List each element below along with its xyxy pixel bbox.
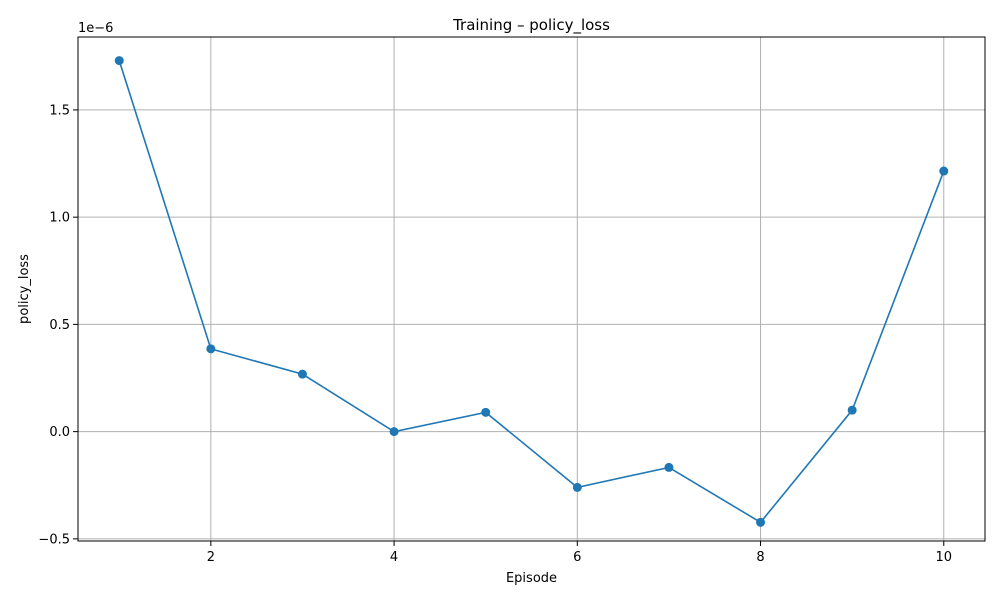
data-point <box>297 369 307 379</box>
x-tick-label: 2 <box>207 550 215 565</box>
data-point <box>572 482 582 492</box>
series-line <box>118 60 945 524</box>
data-point <box>389 427 399 437</box>
data-point <box>481 407 491 417</box>
y-multiplier-label: 1e−6 <box>78 21 113 36</box>
x-tick-label: 6 <box>573 550 581 565</box>
y-tick-label: 0.0 <box>49 425 70 440</box>
y-tick-label: 1.0 <box>49 211 70 226</box>
data-point <box>206 344 216 354</box>
data-point <box>664 462 674 472</box>
y-axis-label: policy_loss <box>17 254 32 324</box>
y-tick-label: 1.5 <box>49 103 70 118</box>
series-layer <box>114 56 949 527</box>
x-axis: 2 4 6 8 10 <box>207 541 952 565</box>
x-tick-label: 4 <box>390 550 398 565</box>
plot-frame <box>77 36 986 542</box>
data-point <box>939 166 949 176</box>
y-tick-label: 0.5 <box>49 318 70 333</box>
data-point <box>756 517 766 527</box>
x-axis-label: Episode <box>506 571 557 586</box>
x-tick-label: 8 <box>756 550 764 565</box>
data-point <box>114 56 124 66</box>
y-tick-label: −0.5 <box>38 532 70 547</box>
data-point <box>847 405 857 415</box>
grid <box>78 37 985 541</box>
x-tick-label: 10 <box>935 550 952 565</box>
chart-title: Training – policy_loss <box>452 16 610 35</box>
y-axis: −0.5 0.0 0.5 1.0 1.5 <box>38 103 78 547</box>
